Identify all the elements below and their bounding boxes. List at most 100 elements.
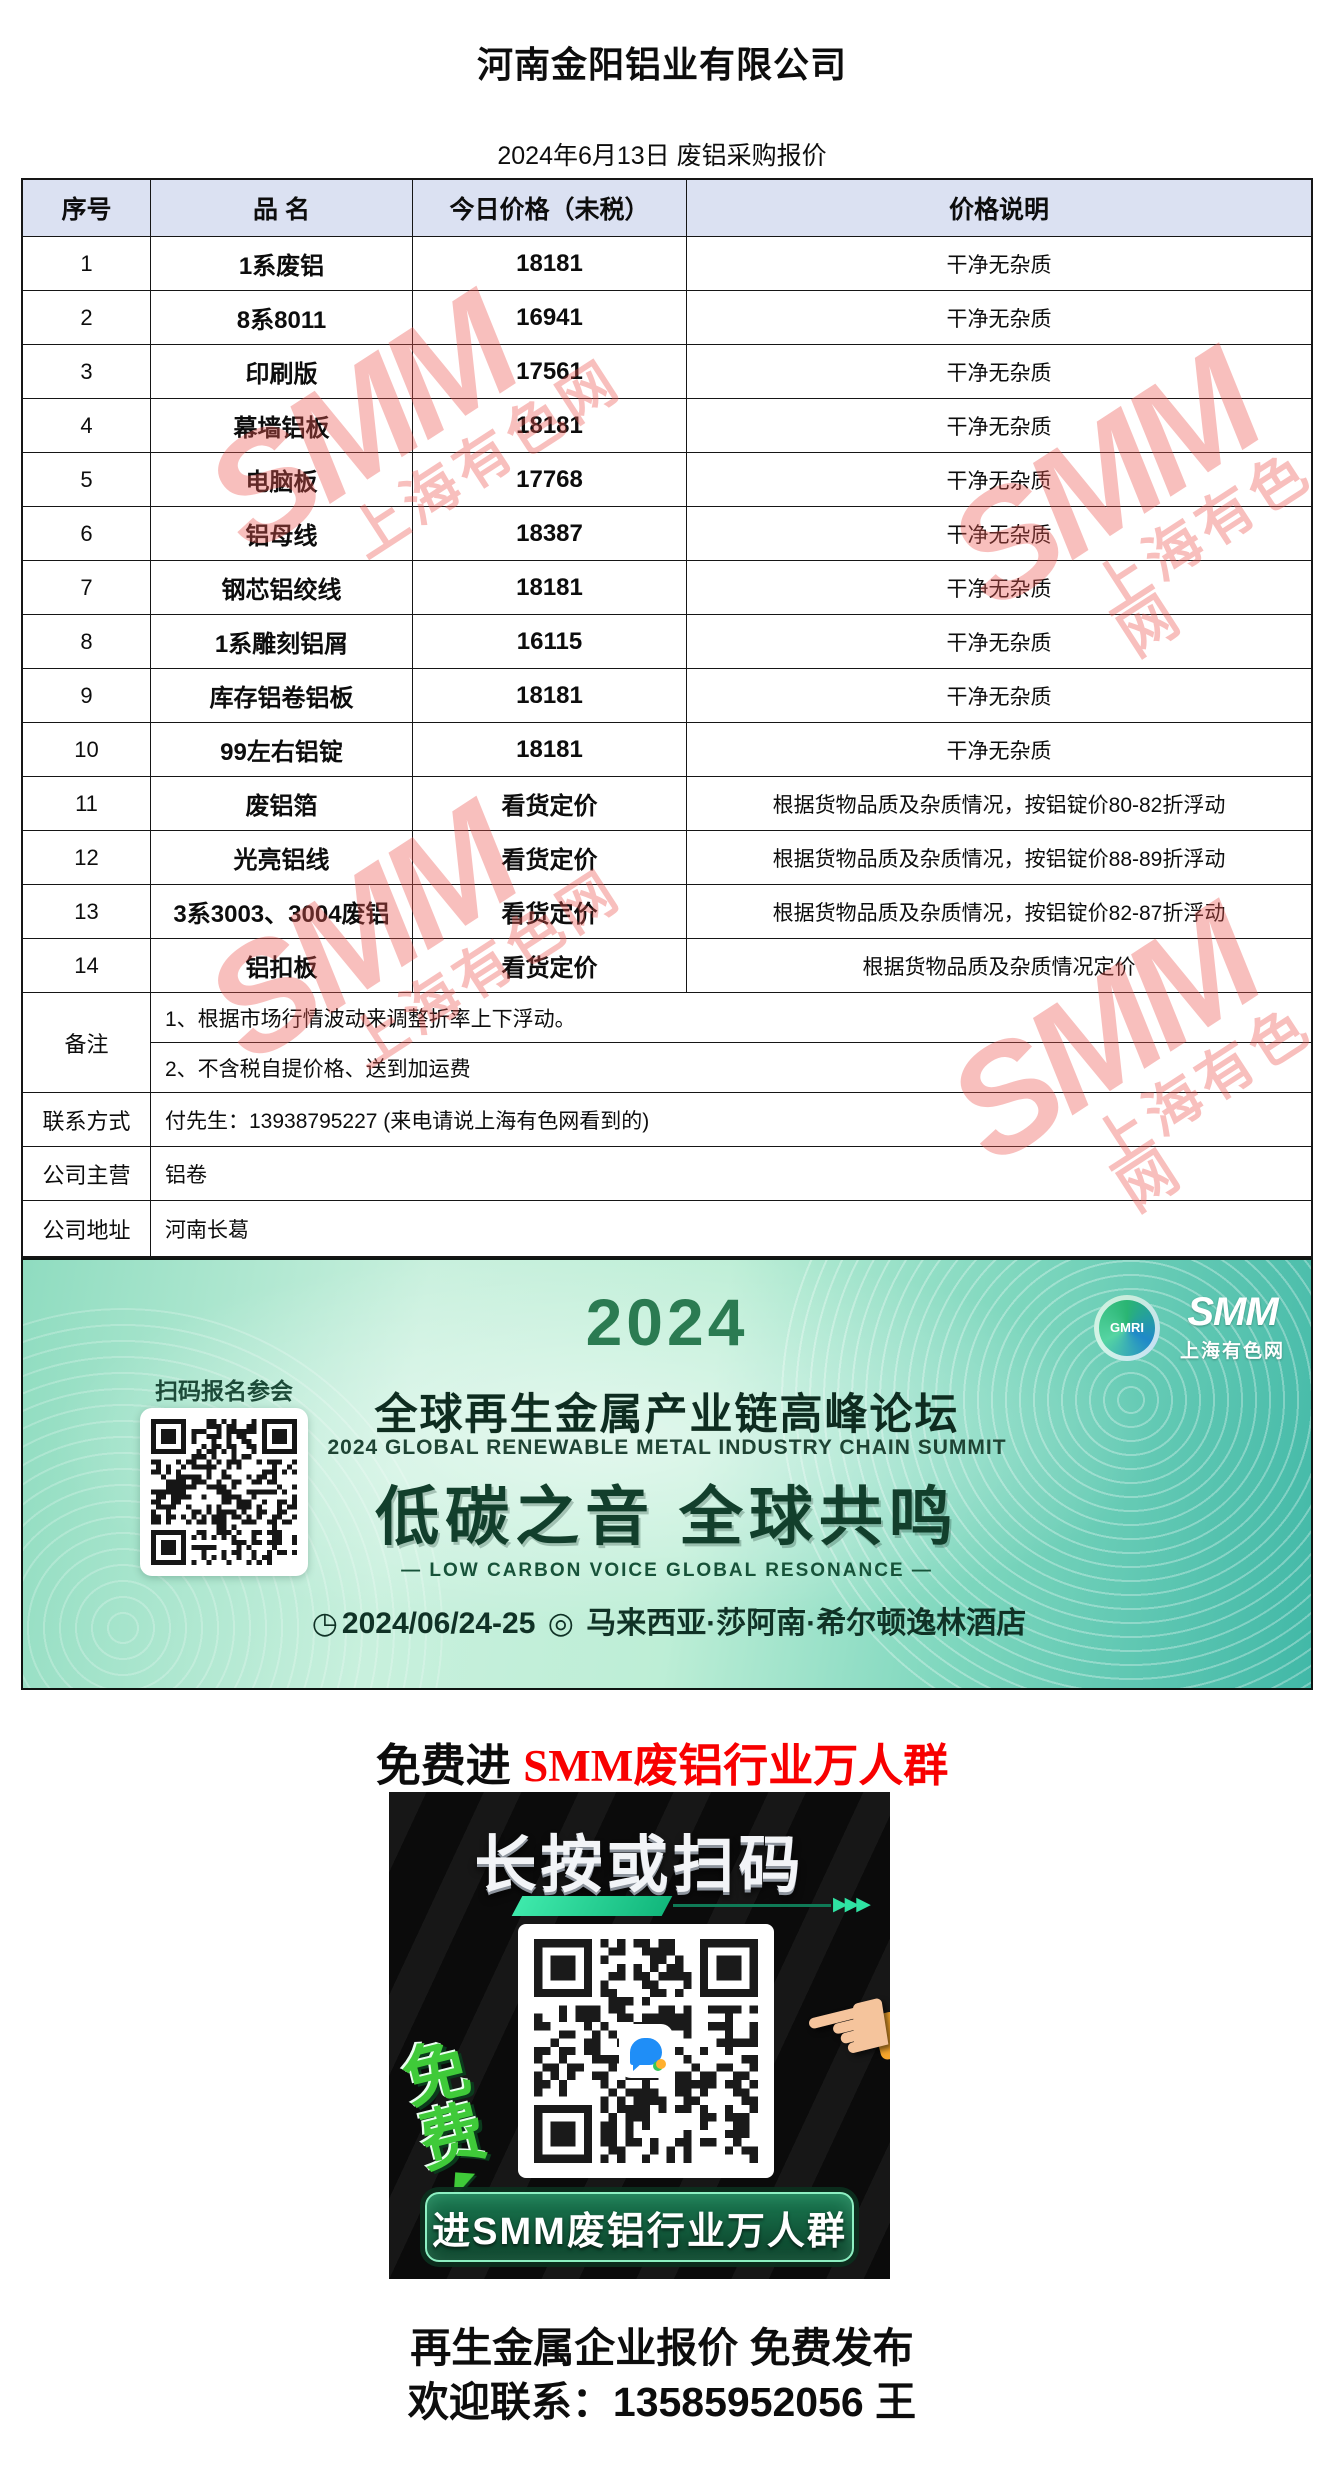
qr-promo-card: 长按或扫码 ▶▶▶ 免 费 ☚ 进SMM废铝行业万人群 (389, 1792, 890, 2279)
contact-label: 联系方式 (23, 1093, 151, 1147)
row-no: 13 (23, 885, 151, 939)
row-price: 18181 (413, 723, 687, 777)
row-note: 根据货物品质及杂质情况定价 (687, 939, 1311, 993)
row-note: 干净无杂质 (687, 561, 1311, 615)
row-name: 印刷版 (151, 345, 413, 399)
column-header-no: 序号 (23, 180, 151, 237)
remark-line: 2、不含税自提价格、送到加运费 (151, 1043, 1311, 1093)
banner-year: 2024 (585, 1285, 749, 1359)
smm-logo: SMM 上海有色网 (1179, 1290, 1285, 1362)
row-name: 钢芯铝绞线 (151, 561, 413, 615)
banner-date-venue: ◷ 2024/06/24-25 ◎ 马来西亚·莎阿南·希尔顿逸林酒店 (23, 1598, 1311, 1642)
row-name: 3系3003、3004废铝 (151, 885, 413, 939)
row-price: 看货定价 (413, 939, 687, 993)
promo-headline-prefix: 免费进 (375, 1740, 524, 1791)
page-subtitle: 2024年6月13日 废铝采购报价 (497, 142, 827, 170)
row-no: 12 (23, 831, 151, 885)
row-no: 7 (23, 561, 151, 615)
row-name: 8系8011 (151, 291, 413, 345)
row-no: 6 (23, 507, 151, 561)
row-no: 2 (23, 291, 151, 345)
row-note: 干净无杂质 (687, 507, 1311, 561)
footer-quote-line: 再生金属企业报价 免费发布 (410, 2325, 914, 2371)
scan-signup-label: 扫码报名参会 (155, 1378, 293, 1404)
row-price: 18181 (413, 669, 687, 723)
row-no: 8 (23, 615, 151, 669)
row-note: 干净无杂质 (687, 615, 1311, 669)
row-note: 干净无杂质 (687, 237, 1311, 291)
row-note: 根据货物品质及杂质情况，按铝锭价82-87折浮动 (687, 885, 1311, 939)
location-pin-icon: ◎ (547, 1607, 574, 1640)
business-label: 公司主营 (23, 1147, 151, 1201)
remark-line: 1、根据市场行情波动来调整折率上下浮动。 (151, 993, 1311, 1043)
row-price: 16115 (413, 615, 687, 669)
row-name: 1系雕刻铝屑 (151, 615, 413, 669)
row-note: 根据货物品质及杂质情况，按铝锭价80-82折浮动 (687, 777, 1311, 831)
row-no: 3 (23, 345, 151, 399)
row-price: 17561 (413, 345, 687, 399)
chat-bubble-icon (630, 2037, 666, 2071)
address-value: 河南长葛 (165, 1218, 249, 1242)
column-header-note: 价格说明 (687, 180, 1311, 237)
row-name: 库存铝卷铝板 (151, 669, 413, 723)
row-no: 5 (23, 453, 151, 507)
row-price: 看货定价 (413, 777, 687, 831)
banner-title-en: 2024 GLOBAL RENEWABLE METAL INDUSTRY CHA… (327, 1436, 1007, 1459)
row-note: 干净无杂质 (687, 669, 1311, 723)
sash-line-decoration (673, 1904, 831, 1907)
clock-icon: ◷ (311, 1607, 338, 1640)
free-label: 免 费 (395, 2030, 499, 2207)
column-header-price: 今日价格（未税） (413, 180, 687, 237)
row-no: 11 (23, 777, 151, 831)
signup-qr-code (140, 1408, 308, 1576)
row-note: 干净无杂质 (687, 399, 1311, 453)
banner-slogan: 低碳之音 全球共鸣 (375, 1481, 959, 1553)
promo-headline-highlight: SMM废铝行业万人群 (523, 1741, 949, 1791)
group-qr-code (518, 1924, 774, 2178)
column-header-name: 品 名 (151, 180, 413, 237)
summit-banner: 2024 GMRI SMM 上海有色网 扫码报名参会 全球再生金属产业链高峰论坛… (21, 1258, 1313, 1690)
row-note: 干净无杂质 (687, 723, 1311, 777)
row-note: 根据货物品质及杂质情况，按铝锭价88-89折浮动 (687, 831, 1311, 885)
banner-venue: 马来西亚·莎阿南·希尔顿逸林酒店 (586, 1607, 1027, 1640)
row-name: 铝母线 (151, 507, 413, 561)
row-no: 10 (23, 723, 151, 777)
row-note: 干净无杂质 (687, 453, 1311, 507)
join-group-button: 进SMM废铝行业万人群 (425, 2192, 854, 2262)
footer-contact-line: 欢迎联系：13585952056 王 (407, 2379, 917, 2425)
card-title: 长按或扫码 (474, 1831, 805, 1900)
row-price: 16941 (413, 291, 687, 345)
row-no: 14 (23, 939, 151, 993)
row-price: 18181 (413, 237, 687, 291)
contact-value: 付先生：13938795227 (来电请说上海有色网看到的) (151, 1093, 1311, 1147)
gmri-logo: GMRI (1093, 1294, 1160, 1361)
row-no: 1 (23, 237, 151, 291)
row-name: 废铝箔 (151, 777, 413, 831)
row-name: 光亮铝线 (151, 831, 413, 885)
chat-app-icon (619, 2024, 673, 2078)
business-value: 铝卷 (151, 1147, 1311, 1201)
banner-logos: GMRI SMM 上海有色网 (1093, 1290, 1285, 1363)
row-no: 9 (23, 669, 151, 723)
banner-date: 2024/06/24-25 (341, 1607, 536, 1640)
row-price: 18387 (413, 507, 687, 561)
row-no: 4 (23, 399, 151, 453)
address-label: 公司地址 (23, 1201, 151, 1256)
row-name: 电脑板 (151, 453, 413, 507)
row-price: 看货定价 (413, 885, 687, 939)
price-table: 序号 品 名 今日价格（未税） 价格说明 1 1系废铝 18181 干净无杂质 … (21, 178, 1313, 1258)
triple-arrow-icon: ▶▶▶ (833, 1894, 871, 1915)
row-price: 看货定价 (413, 831, 687, 885)
row-name: 99左右铝锭 (151, 723, 413, 777)
row-name: 铝扣板 (151, 939, 413, 993)
row-note: 干净无杂质 (687, 345, 1311, 399)
pointing-hand-icon: ☚ (790, 1962, 890, 2097)
remark-label: 备注 (23, 993, 151, 1093)
row-price: 17768 (413, 453, 687, 507)
row-name: 幕墙铝板 (151, 399, 413, 453)
promo-headline: 免费进 SMM废铝行业万人群 (0, 1729, 1324, 1794)
row-price: 18181 (413, 561, 687, 615)
banner-title-cn: 全球再生金属产业链高峰论坛 (374, 1391, 960, 1439)
row-price: 18181 (413, 399, 687, 453)
